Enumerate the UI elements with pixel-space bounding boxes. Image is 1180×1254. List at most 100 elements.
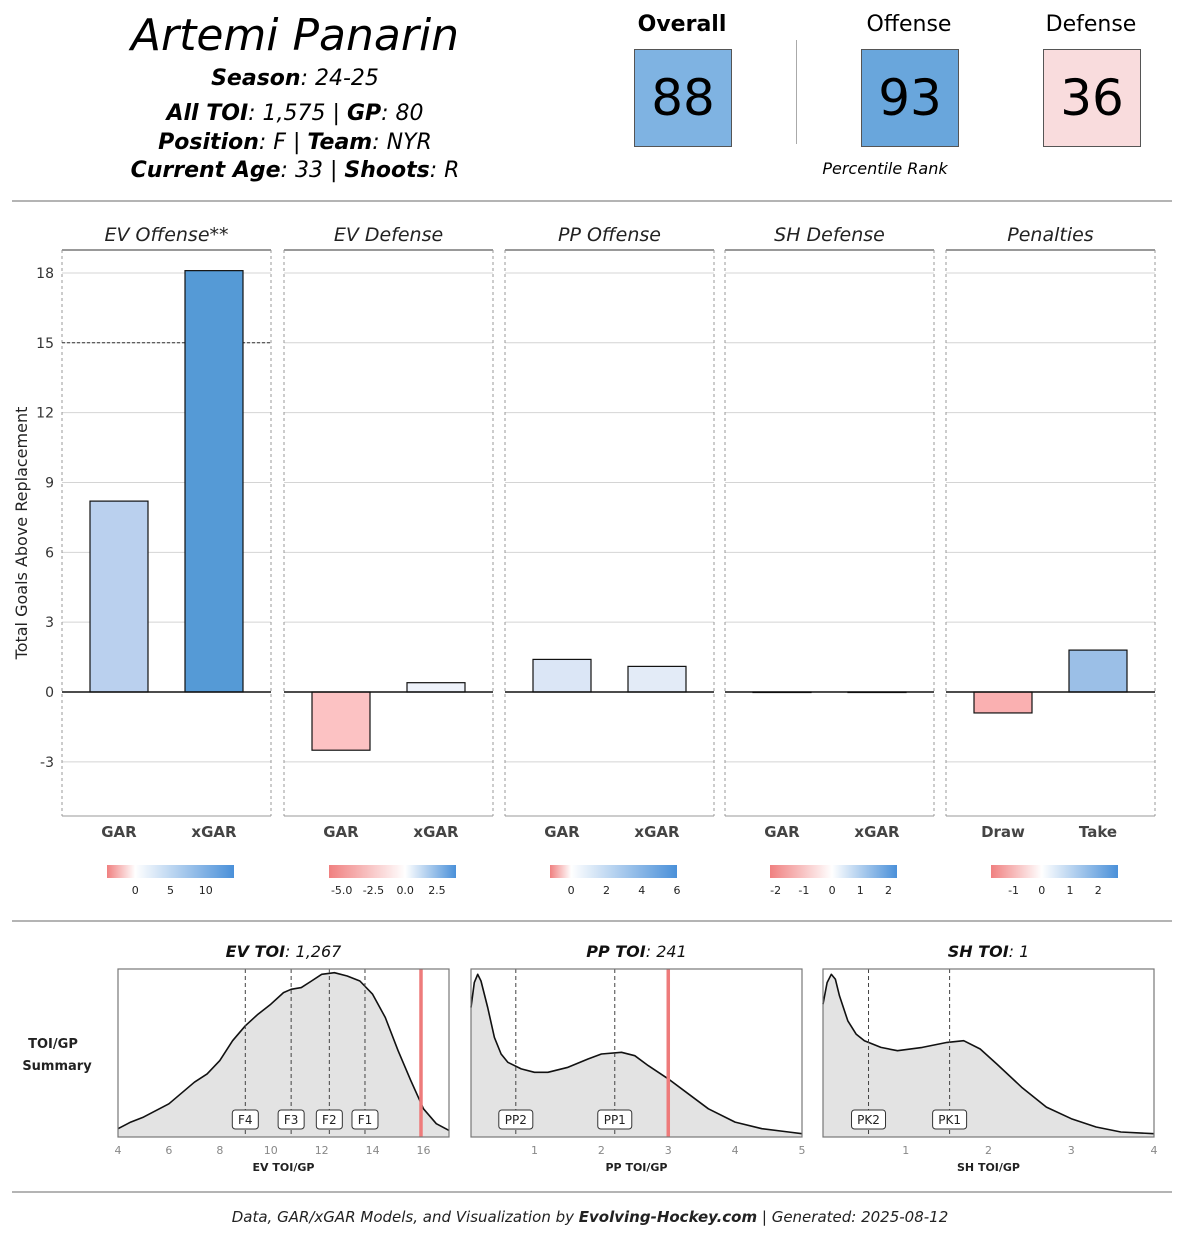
tier-badge <box>351 1109 379 1130</box>
bar-panel-3: SH Defense GAR xGAR -2 -1 0 1 2 <box>724 224 935 897</box>
x-category-label: xGAR <box>413 823 459 841</box>
tier-label: F2 <box>322 1113 337 1127</box>
overall-rank-box: 88 <box>634 49 732 147</box>
footer-suffix: | Generated: 2025-08-12 <box>757 1208 949 1226</box>
bar-gar <box>311 691 371 751</box>
legend-tick-label: 4 <box>638 884 645 897</box>
x-axis-label: SH TOI/GP <box>957 1161 1020 1174</box>
tier-badge <box>597 1109 633 1130</box>
density-title-separator: : <box>285 942 295 961</box>
x-tick-label: 5 <box>799 1144 806 1157</box>
color-legend-bar <box>991 865 1118 878</box>
tier-badge <box>932 1109 968 1130</box>
color-legend-bar <box>329 865 456 878</box>
position-label: Position <box>158 130 259 155</box>
density-title-label: SH TOI <box>948 942 1009 961</box>
bar-draw <box>973 691 1033 714</box>
shoots-label: Shoots <box>344 158 430 183</box>
y-tick-label: 12 <box>36 406 54 422</box>
tier-label: PK1 <box>938 1113 961 1127</box>
tier-badge <box>277 1109 305 1130</box>
legend-tick-label: 5 <box>167 884 174 897</box>
color-legend-bar <box>550 865 677 878</box>
density-title-separator: : <box>646 942 656 961</box>
legend-tick-label: 2 <box>603 884 610 897</box>
y-tick-label: 9 <box>45 475 54 491</box>
density-frame <box>117 968 450 1138</box>
x-tick-label: 1 <box>531 1144 538 1157</box>
y-axis-label: Total Goals Above Replacement <box>12 407 31 661</box>
season-label: Season <box>211 66 301 91</box>
x-tick-label: 2 <box>985 1144 992 1157</box>
density-panel-2: SH TOI: 1 PK2 PK1 1 2 3 4 SH TOI/GP <box>822 942 1158 1174</box>
team-value: NYR <box>386 130 432 155</box>
density-panel-1: PP TOI: 241 PP2 PP1 1 2 3 4 5 PP TOI/GP <box>470 942 806 1174</box>
density-frame <box>470 968 803 1138</box>
panel-title: SH Defense <box>774 224 885 246</box>
density-area <box>471 974 802 1137</box>
defense-rank-box: 36 <box>1043 49 1141 147</box>
bar-panel-4: Penalties Draw Take -1 0 1 2 <box>945 224 1156 897</box>
density-title-value: 241 <box>656 942 687 961</box>
x-tick-label: 14 <box>366 1144 380 1157</box>
panel-title: PP Offense <box>558 224 661 246</box>
x-category-label: GAR <box>544 823 580 841</box>
legend-tick-label: 2 <box>1095 884 1102 897</box>
x-tick-label: 6 <box>165 1144 172 1157</box>
x-tick-label: 8 <box>216 1144 223 1157</box>
y-tick-label: 3 <box>45 615 54 631</box>
x-axis-label: PP TOI/GP <box>605 1161 667 1174</box>
tier-label: F1 <box>358 1113 373 1127</box>
side-label: Summary <box>22 1059 92 1074</box>
x-category-label: Draw <box>981 823 1025 841</box>
x-category-label: xGAR <box>854 823 900 841</box>
age-label: Current Age <box>130 158 281 183</box>
toi-label: All TOI <box>166 101 249 126</box>
density-area <box>823 974 1154 1137</box>
legend-tick-label: 2.5 <box>428 884 446 897</box>
density-title: PP TOI: 241 <box>586 942 687 961</box>
density-panel-0: EV TOI: 1,267 F4 F3 F2 F1 4 6 8 10 12 14 16 EV TOI/G… <box>115 942 450 1174</box>
y-tick-label: 0 <box>45 685 54 701</box>
gp-label: GP <box>346 101 382 126</box>
tier-badge <box>851 1109 887 1130</box>
tier-label: PK2 <box>857 1113 880 1127</box>
density-title-label: PP TOI <box>586 942 646 961</box>
x-tick-label: 4 <box>115 1144 122 1157</box>
x-tick-label: 16 <box>417 1144 431 1157</box>
bar-gar <box>532 658 592 693</box>
legend-tick-label: 0 <box>132 884 139 897</box>
legend-tick-label: -2 <box>770 884 781 897</box>
density-title-value: 1 <box>1019 942 1029 961</box>
panel-title: EV Defense <box>334 224 443 246</box>
density-curve <box>117 971 450 1132</box>
x-category-label: GAR <box>323 823 359 841</box>
overall-label: Overall <box>637 12 727 37</box>
age-value: 33 <box>294 158 323 183</box>
legend-tick-label: -5.0 <box>331 884 352 897</box>
density-title-separator: : <box>1009 942 1019 961</box>
density-title: EV TOI: 1,267 <box>226 942 342 961</box>
tier-label: PP1 <box>604 1113 626 1127</box>
legend-tick-label: 1 <box>1067 884 1074 897</box>
legend-tick-label: 1 <box>857 884 864 897</box>
color-legend-bar <box>107 865 234 878</box>
density-title: SH TOI: 1 <box>948 942 1030 961</box>
x-category-label: Take <box>1079 823 1117 841</box>
bar-xgar <box>627 665 687 693</box>
tier-badge <box>498 1109 534 1130</box>
bar-panel-1: EV Defense GAR xGAR -5.0 -2.5 0.0 2.5 <box>283 224 494 897</box>
bar-panel-2: PP Offense GAR xGAR 0 2 4 6 <box>504 224 715 897</box>
tier-label: PP2 <box>505 1113 527 1127</box>
offense-rank-box: 93 <box>861 49 959 147</box>
legend-tick-label: 0 <box>829 884 836 897</box>
x-category-label: xGAR <box>191 823 237 841</box>
legend-tick-label: 0.0 <box>396 884 414 897</box>
legend-tick-label: -1 <box>1008 884 1019 897</box>
season-line: Season: 24-25 <box>211 66 379 91</box>
x-tick-label: 2 <box>598 1144 605 1157</box>
legend-tick-label: 0 <box>568 884 575 897</box>
legend-tick-label: 6 <box>674 884 681 897</box>
